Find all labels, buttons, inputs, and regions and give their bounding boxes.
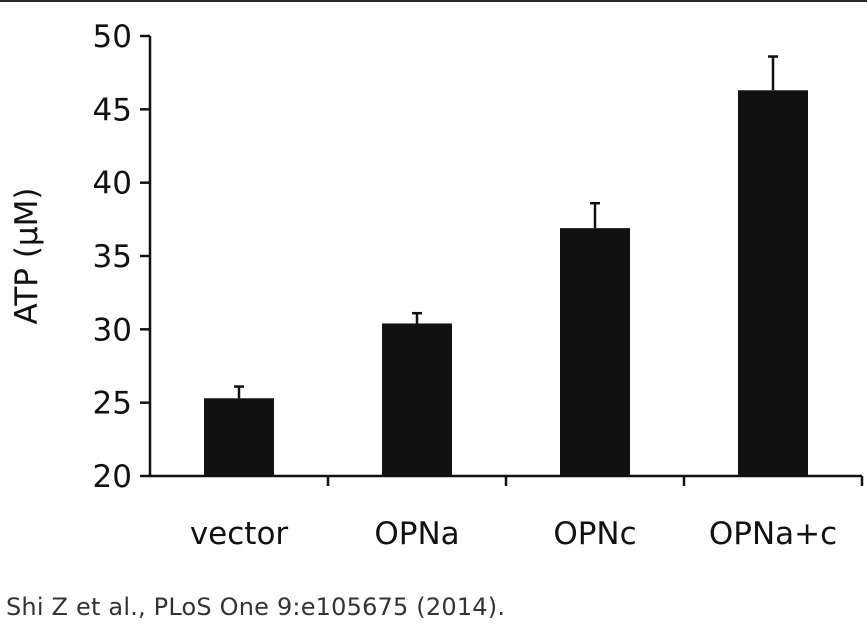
citation-text: Shi Z et al., PLoS One 9:e105675 (2014).: [6, 593, 506, 621]
top-border-line: [0, 0, 867, 2]
y-tick-label: 20: [93, 459, 132, 495]
x-tick-label: OPNa+c: [709, 516, 837, 552]
y-tick-label: 30: [93, 312, 132, 348]
y-tick-label: 25: [93, 386, 132, 422]
bar-chart: 20 25 30 35 40 45 50 vector OPNa OPNc OPNa+c ATP (μ…: [9, 19, 864, 552]
x-tick-label: vector: [190, 516, 289, 552]
x-tick-label: OPNc: [553, 516, 636, 552]
bar-OPNa+c: [738, 90, 808, 477]
y-tick-label: 50: [93, 19, 132, 55]
x-tick-label: OPNa: [374, 516, 459, 552]
chart-bars: [204, 90, 808, 477]
chart-error-bars: [234, 55, 778, 399]
bar-OPNa: [382, 323, 452, 476]
y-tick-label: 35: [93, 239, 132, 275]
bar-OPNc: [560, 228, 630, 476]
y-tick-label: 45: [93, 92, 132, 128]
bar-vector: [204, 398, 274, 476]
chart-labels: 20 25 30 35 40 45 50 vector OPNa OPNc OPNa+c ATP (μ…: [9, 19, 837, 552]
y-axis-title: ATP (μM): [9, 188, 45, 325]
y-tick-label: 40: [93, 166, 132, 202]
